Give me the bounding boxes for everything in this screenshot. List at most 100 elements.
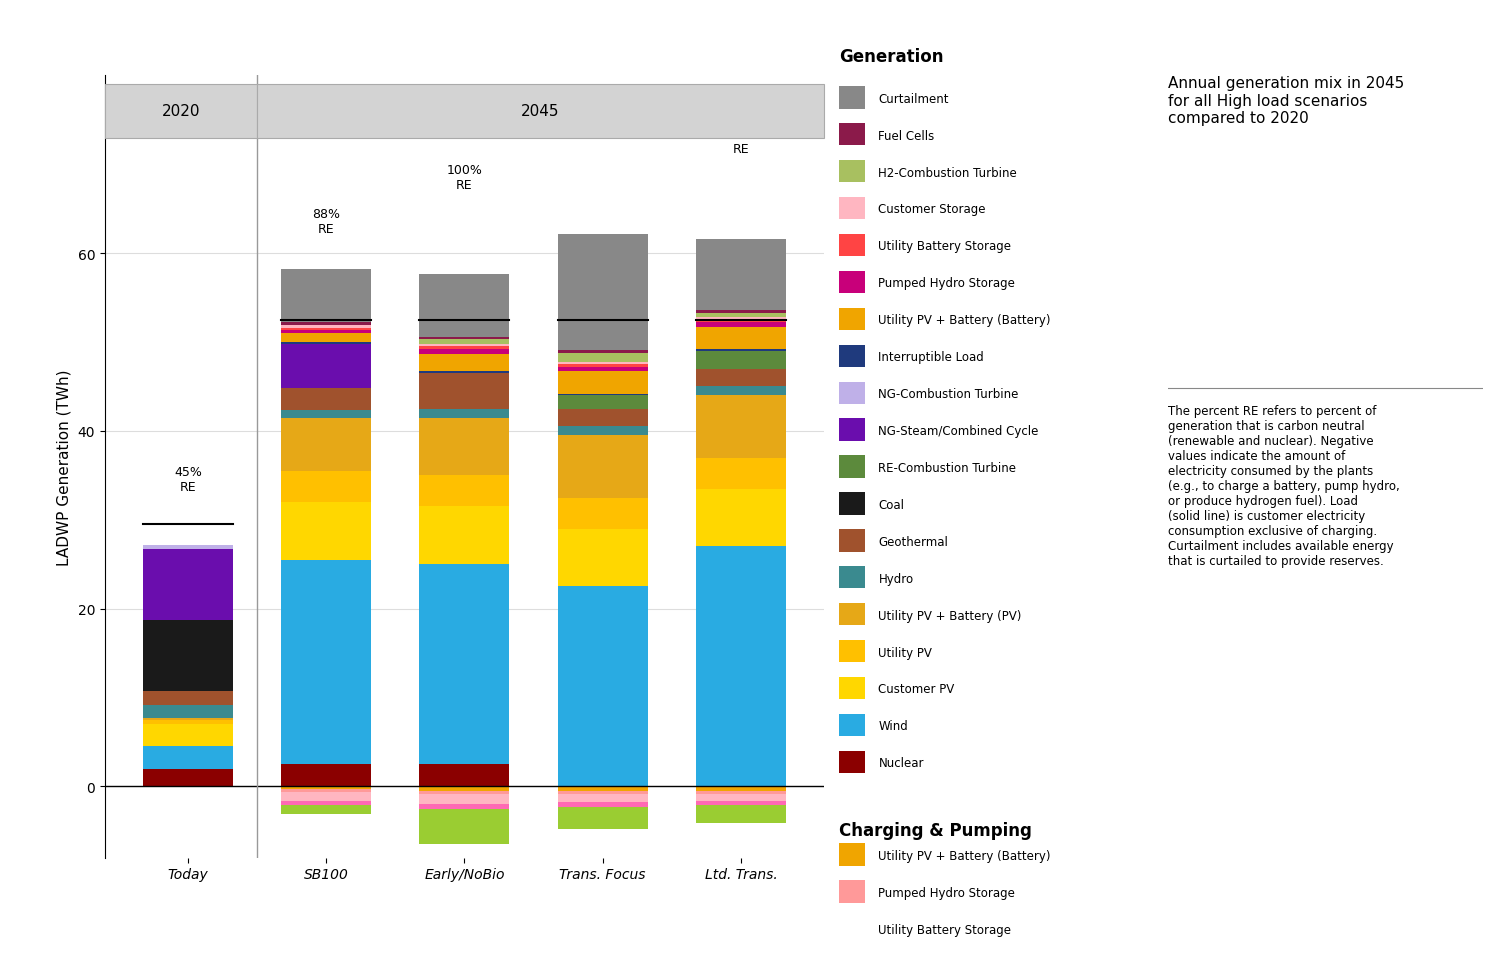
Bar <box>697 395 786 458</box>
Bar <box>697 801 786 805</box>
Bar <box>839 493 866 516</box>
Bar <box>419 337 509 340</box>
Bar <box>697 547 786 786</box>
Bar <box>839 843 866 866</box>
Text: Coal: Coal <box>878 498 905 512</box>
Bar <box>839 309 866 331</box>
Bar <box>282 792 372 801</box>
Text: H2-Combustion Turbine: H2-Combustion Turbine <box>878 167 1017 179</box>
Text: Hydro: Hydro <box>878 572 914 585</box>
Bar <box>557 368 647 372</box>
Bar <box>419 564 509 764</box>
Bar <box>557 427 647 436</box>
Bar <box>282 805 372 814</box>
Bar <box>142 720 232 724</box>
Text: Utility PV + Battery (PV): Utility PV + Battery (PV) <box>878 609 1022 622</box>
Text: Customer PV: Customer PV <box>878 682 954 696</box>
Text: NG-Steam/Combined Cycle: NG-Steam/Combined Cycle <box>878 424 1038 437</box>
Bar <box>557 498 647 529</box>
Bar <box>839 603 866 626</box>
Text: Utility Battery Storage: Utility Battery Storage <box>878 923 1011 936</box>
Bar <box>839 382 866 404</box>
Bar <box>419 804 509 809</box>
Text: Utility PV + Battery (Battery): Utility PV + Battery (Battery) <box>878 849 1052 862</box>
Bar <box>142 769 232 786</box>
Bar <box>282 323 372 326</box>
Text: Utility PV: Utility PV <box>878 646 932 659</box>
Bar <box>839 161 866 183</box>
Bar <box>839 234 866 257</box>
Text: Annual generation mix in 2045
for all High load scenarios
compared to 2020: Annual generation mix in 2045 for all Hi… <box>1168 76 1405 126</box>
Bar <box>282 502 372 560</box>
Bar <box>419 350 509 355</box>
Bar <box>282 343 372 344</box>
Bar <box>419 372 509 374</box>
Bar <box>557 786 647 791</box>
Bar <box>419 476 509 507</box>
Bar <box>282 418 372 472</box>
Bar <box>557 794 647 802</box>
Bar <box>557 409 647 427</box>
Bar <box>697 317 786 320</box>
Bar <box>697 370 786 387</box>
Bar <box>557 791 647 794</box>
Bar <box>697 314 786 317</box>
Bar <box>557 351 647 354</box>
Bar <box>419 275 509 337</box>
Text: 100%
RE: 100% RE <box>446 164 482 192</box>
Bar <box>557 354 647 362</box>
Text: Generation: Generation <box>839 48 944 66</box>
Bar <box>419 794 509 804</box>
Text: The percent RE refers to percent of
generation that is carbon neutral
(renewable: The percent RE refers to percent of gene… <box>1168 404 1401 567</box>
Text: Utility Battery Storage: Utility Battery Storage <box>878 240 1011 253</box>
Bar <box>839 87 866 110</box>
Bar <box>282 326 372 329</box>
Bar <box>697 786 786 791</box>
Text: Wind: Wind <box>878 720 908 733</box>
Bar <box>697 489 786 547</box>
Y-axis label: LADWP Generation (TWh): LADWP Generation (TWh) <box>57 369 72 565</box>
Text: Nuclear: Nuclear <box>878 757 924 769</box>
Bar <box>282 560 372 764</box>
Bar <box>282 764 372 786</box>
Bar <box>839 881 866 902</box>
Bar <box>839 272 866 294</box>
Bar <box>839 714 866 737</box>
Bar <box>282 389 372 411</box>
Text: Interruptible Load: Interruptible Load <box>878 351 984 364</box>
Bar <box>839 419 866 441</box>
Text: Curtailment: Curtailment <box>878 92 948 106</box>
Bar <box>557 362 647 365</box>
Bar <box>557 395 647 409</box>
Text: Pumped Hydro Storage: Pumped Hydro Storage <box>878 886 1016 899</box>
Bar <box>282 329 372 331</box>
Bar <box>282 344 372 389</box>
Bar <box>282 270 372 323</box>
Bar <box>697 794 786 801</box>
Text: 100%
RE: 100% RE <box>584 92 620 121</box>
Text: 45%
RE: 45% RE <box>174 466 202 494</box>
Text: RE-Combustion Turbine: RE-Combustion Turbine <box>878 461 1017 475</box>
Text: Pumped Hydro Storage: Pumped Hydro Storage <box>878 277 1016 290</box>
Bar <box>839 678 866 700</box>
Text: Geothermal: Geothermal <box>878 536 948 548</box>
Bar <box>282 331 372 334</box>
Bar <box>419 374 509 409</box>
Bar <box>557 365 647 368</box>
Bar <box>839 530 866 552</box>
Bar <box>697 805 786 823</box>
Text: 2020: 2020 <box>162 104 201 119</box>
Bar <box>697 311 786 314</box>
Bar <box>697 387 786 395</box>
Bar <box>419 355 509 372</box>
Bar <box>419 764 509 786</box>
Bar <box>839 124 866 147</box>
Text: Fuel Cells: Fuel Cells <box>878 130 935 143</box>
Bar <box>142 719 232 720</box>
Bar <box>697 352 786 370</box>
Bar <box>557 807 647 829</box>
Bar <box>557 529 647 587</box>
Bar <box>839 918 866 940</box>
Bar <box>557 802 647 807</box>
Bar <box>419 786 509 791</box>
